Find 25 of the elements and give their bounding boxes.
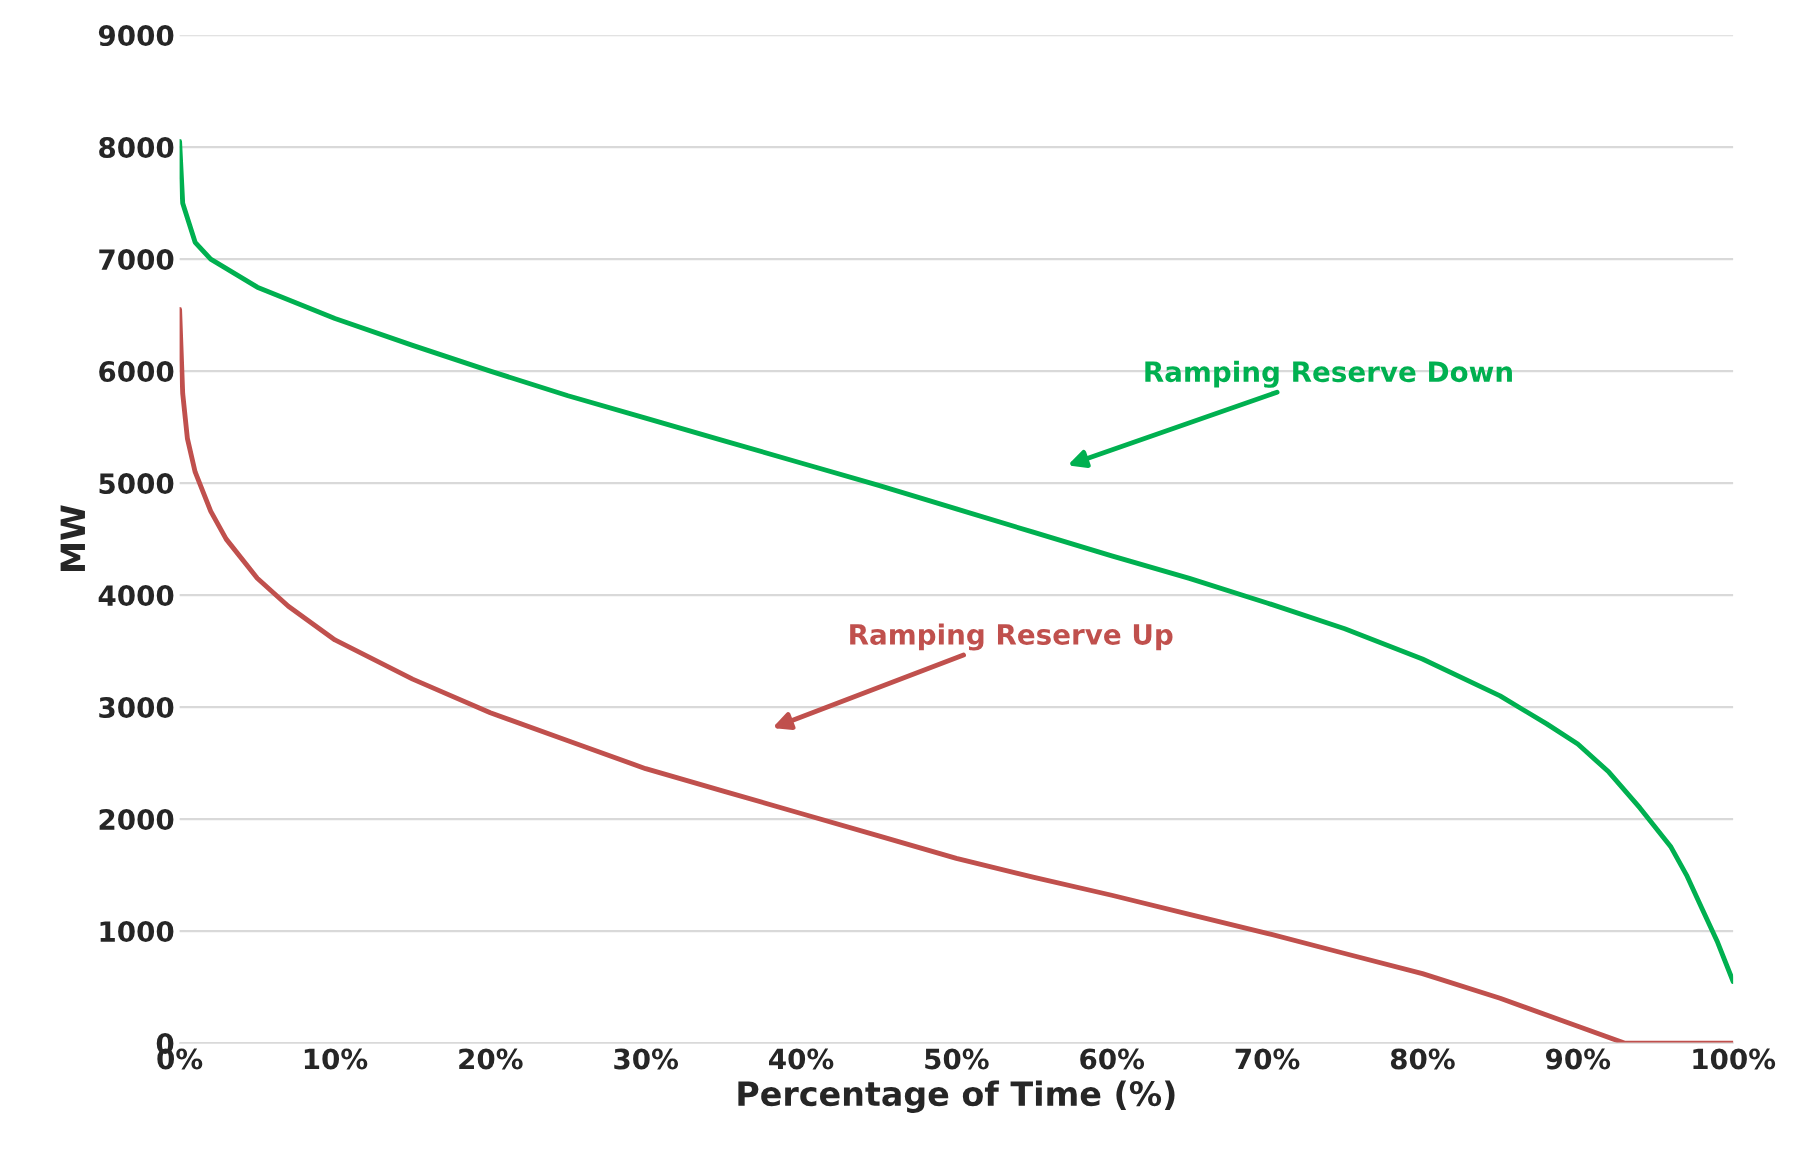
x-tick-label: 30%: [614, 1048, 679, 1070]
x-tick-label: 70%: [1235, 1048, 1300, 1070]
y-tick-label: 2000: [99, 809, 174, 831]
x-tick-label: 10%: [304, 1048, 368, 1070]
y-tick-label: 6000: [99, 361, 174, 383]
x-tick-label: 80%: [1390, 1048, 1455, 1070]
line-series: [179, 307, 1734, 1044]
text: Ramping Reserve Up: [850, 623, 1173, 651]
x-axis-title: Percentage of Time (%): [738, 1080, 1175, 1113]
y-tick-label: 5000: [99, 473, 174, 495]
x-tick-label: 40%: [769, 1048, 834, 1070]
text: Ramping Reserve Down: [1145, 360, 1512, 388]
y-tick-label: 9000: [98, 25, 174, 47]
y-tick-label: 7000: [99, 249, 174, 271]
x-tick-label: 20%: [459, 1048, 523, 1070]
y-tick-label: 1000: [100, 921, 174, 943]
y-tick-label: 3000: [99, 697, 174, 719]
y-tick-label: 8000: [99, 137, 174, 159]
y-axis-title: MW: [60, 505, 85, 572]
x-tick-label: 60%: [1080, 1048, 1145, 1070]
x-tick-label: 50%: [925, 1048, 989, 1070]
line-series: [179, 139, 1734, 984]
x-tick-label: 100%: [1693, 1048, 1776, 1070]
x-tick-label: 90%: [1545, 1048, 1611, 1070]
y-tick-label: 4000: [98, 585, 174, 607]
